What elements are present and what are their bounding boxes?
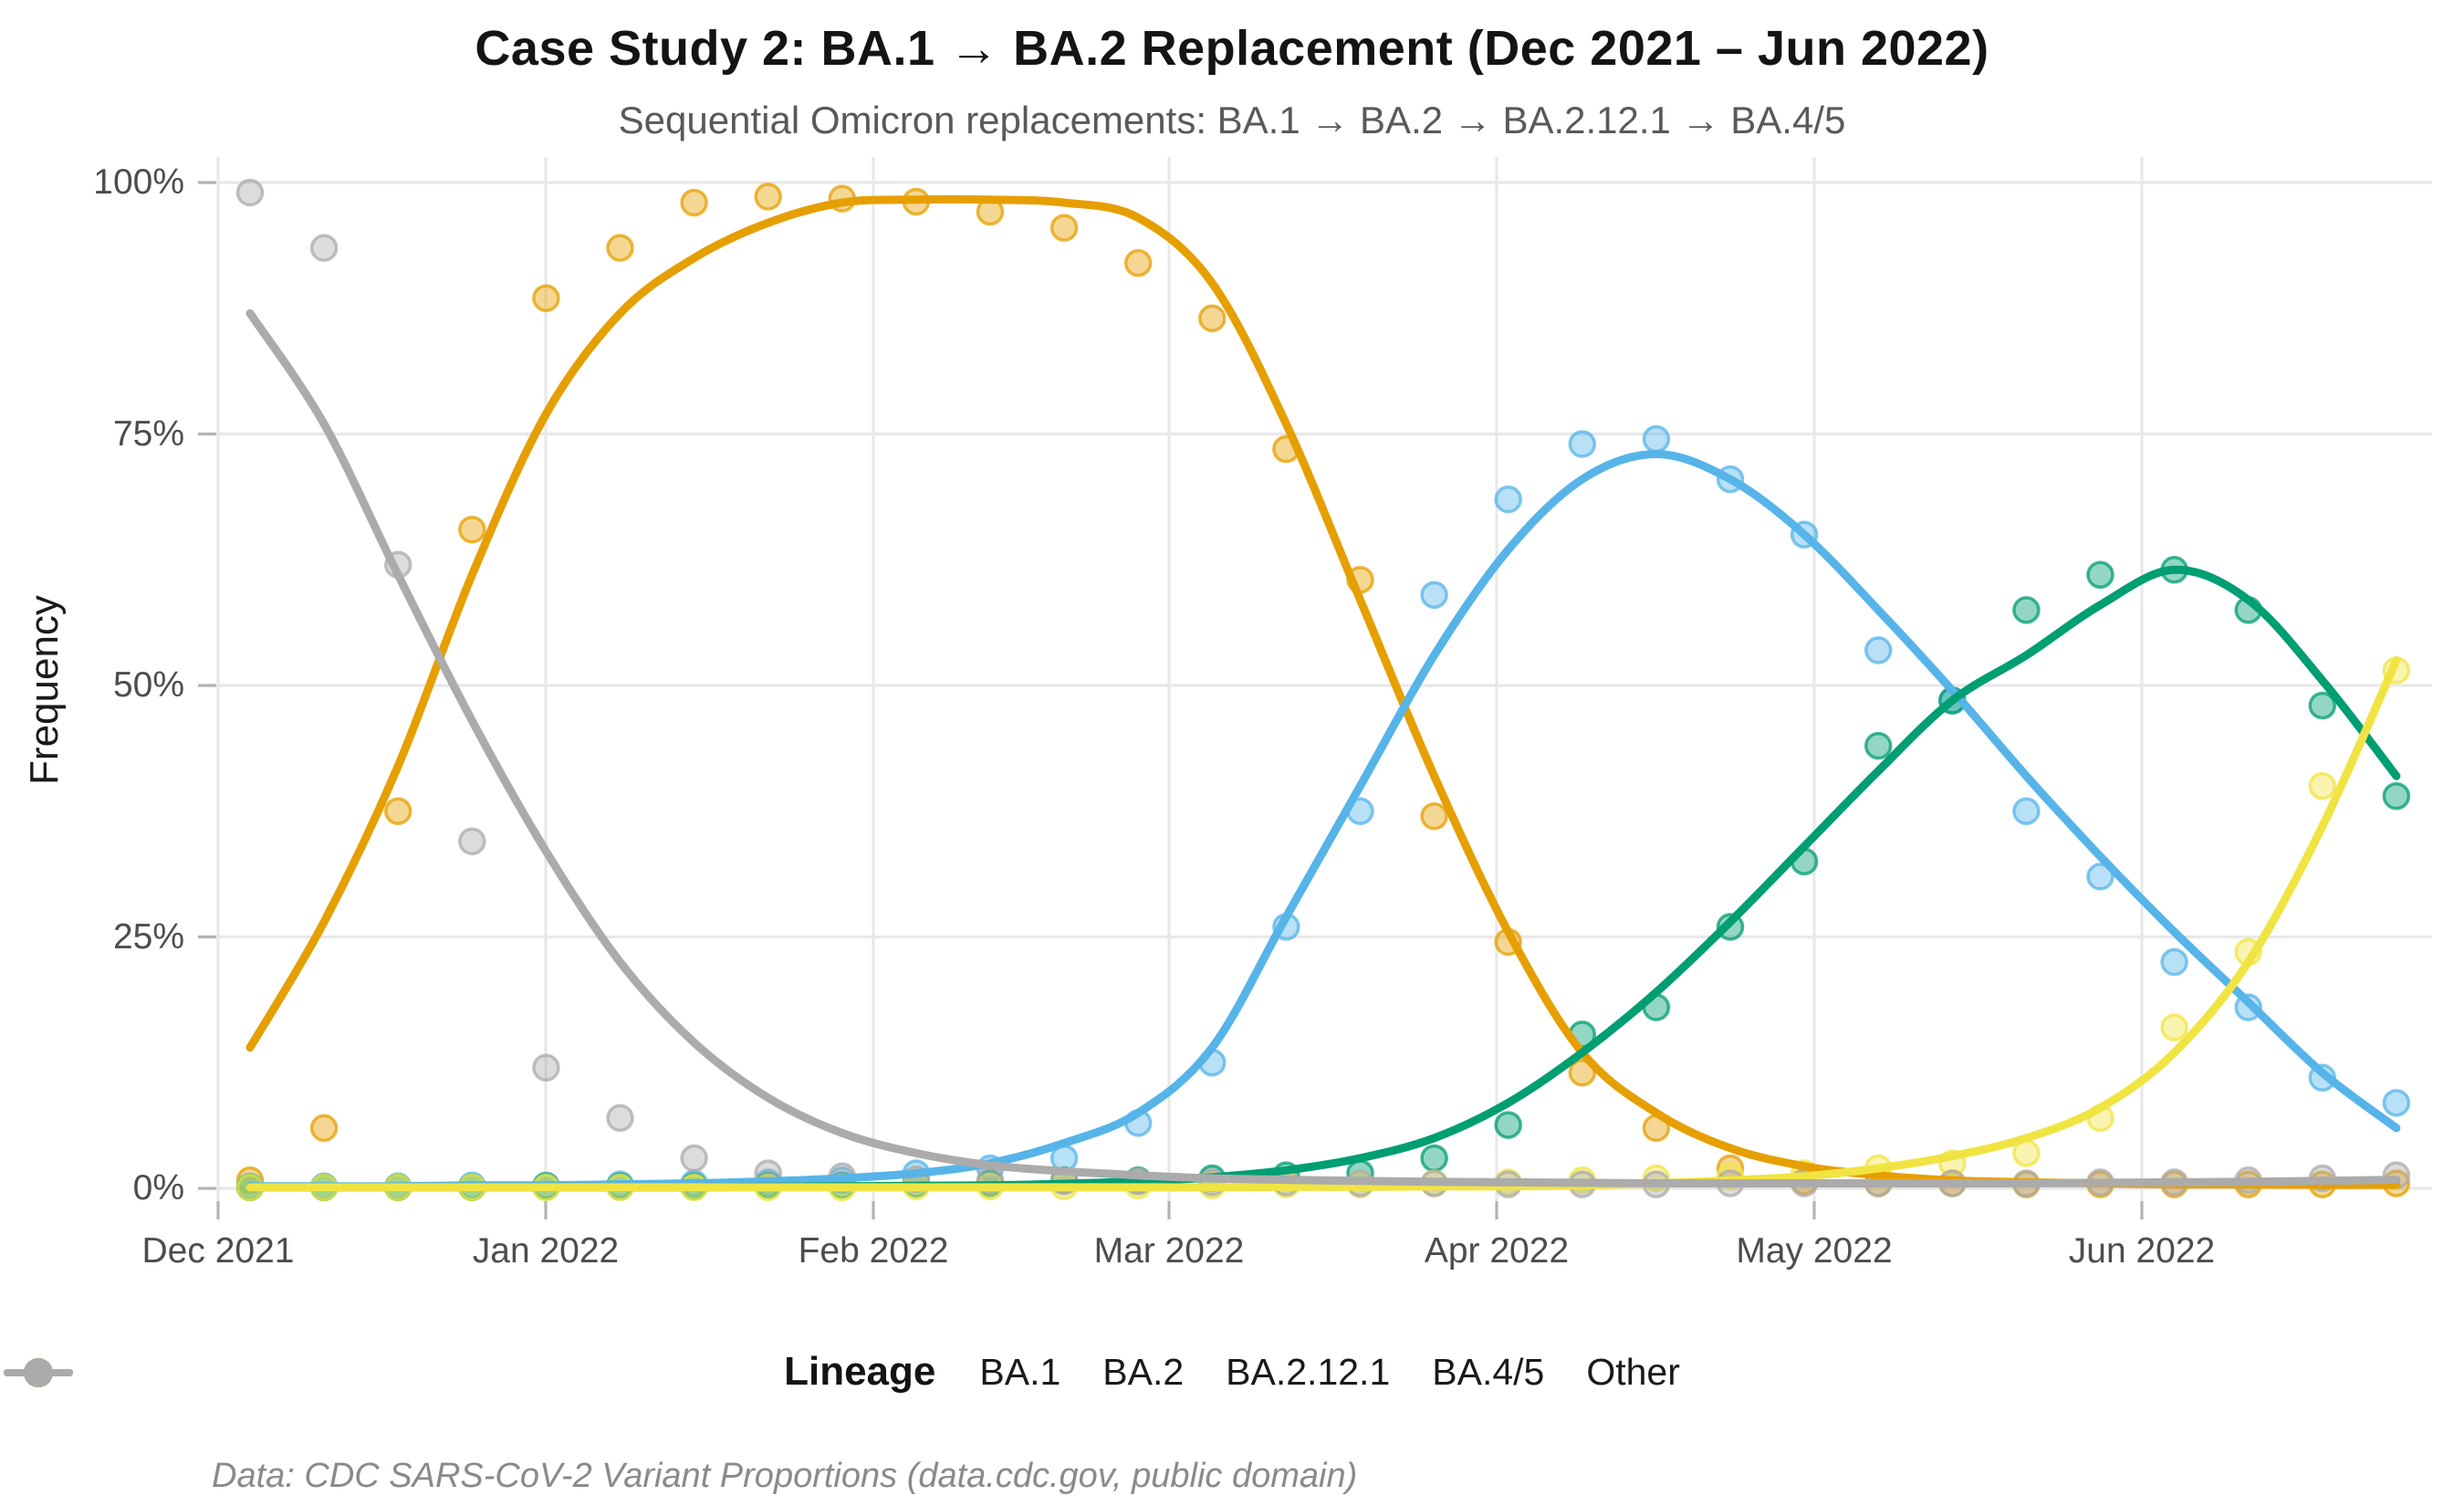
data-point-BA.1 xyxy=(309,1114,339,1143)
data-point-Other xyxy=(235,178,265,207)
y-tick-label: 25% xyxy=(112,916,184,957)
chart-title: Case Study 2: BA.1 → BA.2 Replacement (D… xyxy=(475,21,1989,76)
legend: Lineage BA.1 BA.2 BA.2.12.1 BA.4/5 Other xyxy=(0,1349,2464,1395)
data-point-BA.2.12.1 xyxy=(1864,731,1893,760)
trend-line-BA.1 xyxy=(245,194,2401,1189)
data-point-Other xyxy=(458,827,486,856)
data-point-BA.2.12.1 xyxy=(1420,1144,1448,1173)
data-point-BA.1 xyxy=(383,797,412,825)
points-BA.2 xyxy=(235,424,2411,1201)
data-point-BA.2.12.1 xyxy=(2086,560,2114,590)
chart-subtitle: Sequential Omicron replacements: BA.1 → … xyxy=(618,99,1846,141)
data-point-BA.2 xyxy=(1642,424,1671,454)
legend-item-label: BA.1 xyxy=(979,1350,1061,1393)
data-point-BA.2.12.1 xyxy=(2012,596,2041,624)
data-point-Other xyxy=(532,1053,560,1082)
points-Other xyxy=(235,178,2411,1198)
data-point-Other xyxy=(309,234,339,262)
data-point-BA.4/5 xyxy=(2308,771,2337,800)
data-point-BA.2.12.1 xyxy=(1494,1111,1522,1139)
legend-item-BA.2.12.1: BA.2.12.1 xyxy=(4,1350,1391,1394)
data-point-BA.1 xyxy=(754,183,782,211)
gridlines xyxy=(216,157,2432,1201)
data-point-Other xyxy=(606,1103,634,1133)
data-point-BA.1 xyxy=(606,234,634,262)
trend-line-Other xyxy=(245,309,2401,1188)
legend-item-label: Other xyxy=(1586,1350,1680,1393)
y-tick-label: 100% xyxy=(93,162,184,202)
data-point-BA.2 xyxy=(2382,1089,2411,1117)
caption: Data: CDC SARS-CoV-2 Variant Proportions… xyxy=(212,1457,1358,1495)
data-point-BA.2 xyxy=(1864,636,1893,664)
y-tick-label: 75% xyxy=(112,413,184,454)
legend-item-label: BA.4/5 xyxy=(1432,1350,1545,1393)
legend-item-BA.1: BA.1 xyxy=(4,1350,1061,1394)
data-point-BA.1 xyxy=(532,284,560,312)
data-point-BA.2 xyxy=(1568,430,1597,458)
x-tick-label: Jun 2022 xyxy=(2068,1231,2216,1271)
legend-item-BA.2: BA.2 xyxy=(4,1350,1185,1394)
trend-line-BA.2 xyxy=(245,450,2401,1191)
data-point-BA.2 xyxy=(1420,580,1448,610)
x-tick-label: Jan 2022 xyxy=(472,1231,620,1271)
data-point-BA.1 xyxy=(1049,214,1079,242)
legend-dot-glyph xyxy=(24,1358,53,1387)
trend-line-BA.2.12.1 xyxy=(245,565,2401,1192)
trend-line-BA.4/5 xyxy=(245,656,2401,1192)
data-point-BA.4/5 xyxy=(2160,1013,2188,1041)
x-tick-label: Feb 2022 xyxy=(798,1231,949,1271)
x-tick-label: Apr 2022 xyxy=(1424,1231,1570,1271)
points-BA.1 xyxy=(235,183,2411,1198)
legend-marker-icon xyxy=(4,1358,73,1387)
data-point-BA.2.12.1 xyxy=(2308,691,2337,720)
x-tick-label: Mar 2022 xyxy=(1093,1231,1245,1271)
data-point-BA.1 xyxy=(1198,304,1227,333)
data-point-BA.1 xyxy=(680,188,708,217)
legend-title: Lineage xyxy=(784,1349,936,1394)
legend-items: BA.1 BA.2 BA.2.12.1 BA.4/5 Other xyxy=(4,1350,1680,1394)
axis-ticks xyxy=(198,181,2144,1219)
y-tick-label: 0% xyxy=(132,1168,184,1208)
data-point-BA.1 xyxy=(1568,1059,1597,1087)
y-tick-label: 50% xyxy=(112,665,184,705)
data-point-BA.1 xyxy=(1123,248,1153,277)
legend-item-Other: Other xyxy=(4,1350,1680,1394)
data-point-BA.2 xyxy=(2086,863,2114,891)
data-point-BA.1 xyxy=(1420,802,1448,831)
data-point-BA.2 xyxy=(1494,485,1522,514)
data-point-BA.1 xyxy=(458,515,486,544)
legend-item-label: BA.2.12.1 xyxy=(1226,1350,1391,1393)
data-point-BA.2 xyxy=(2012,797,2041,825)
x-tick-label: Dec 2021 xyxy=(141,1231,295,1271)
legend-item-BA.4/5: BA.4/5 xyxy=(4,1350,1545,1394)
data-point-BA.2.12.1 xyxy=(2382,781,2411,811)
data-point-Other xyxy=(680,1144,708,1173)
x-tick-label: May 2022 xyxy=(1736,1231,1893,1271)
data-point-BA.2 xyxy=(2160,947,2188,977)
legend-item-label: BA.2 xyxy=(1102,1350,1185,1393)
